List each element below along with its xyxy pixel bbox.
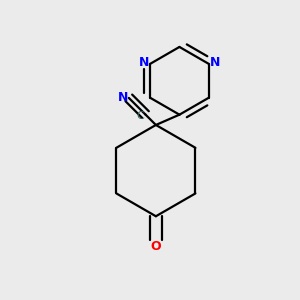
Text: N: N: [210, 56, 220, 70]
Text: N: N: [139, 56, 149, 70]
Text: C: C: [136, 111, 144, 121]
Text: N: N: [118, 91, 129, 103]
Text: O: O: [151, 240, 161, 253]
